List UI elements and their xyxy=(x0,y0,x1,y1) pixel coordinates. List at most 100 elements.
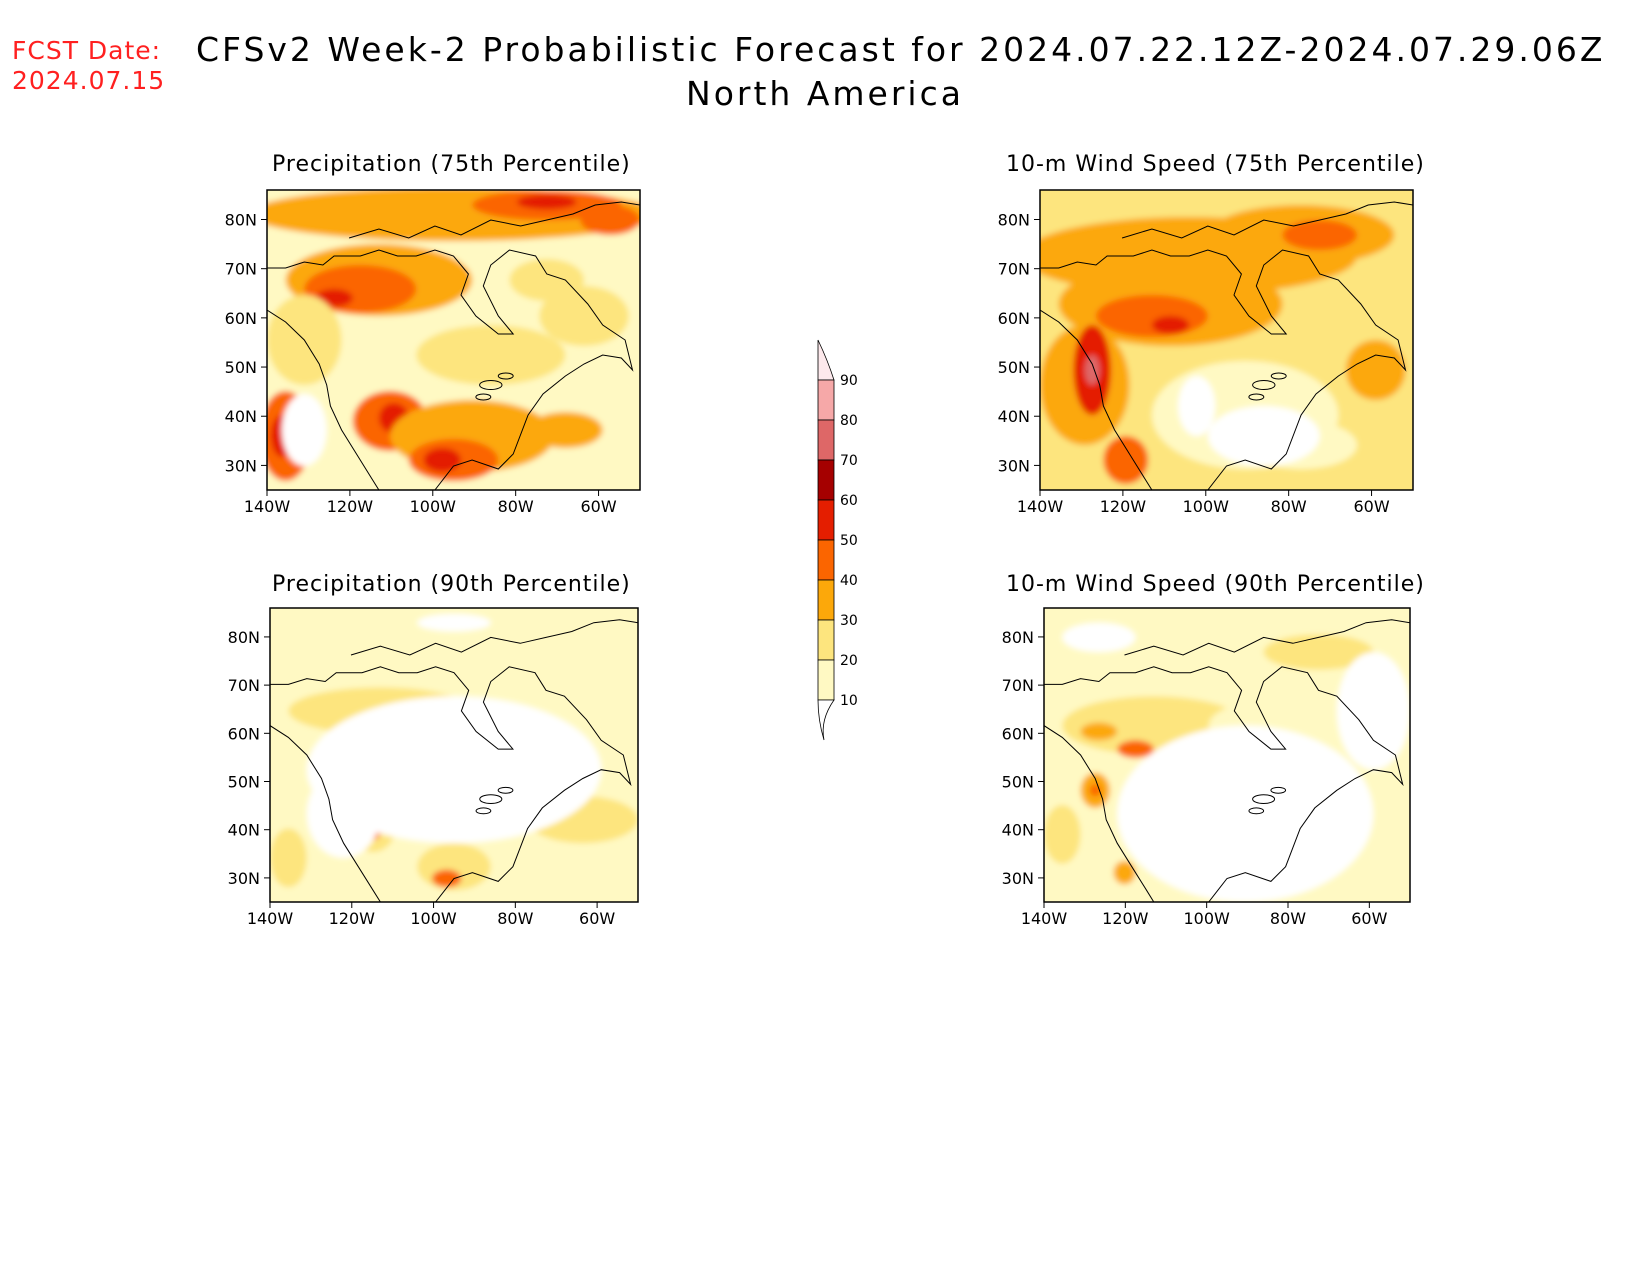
lat-tick-label: 80N xyxy=(998,211,1030,230)
lat-tick-label: 60N xyxy=(228,724,260,743)
lat-tick-label: 30N xyxy=(225,456,257,475)
forecast-date-label: FCST Date: xyxy=(12,36,162,65)
colorbar-label: 30 xyxy=(840,613,858,629)
panel-title-precip-75: Precipitation (75th Percentile) xyxy=(272,152,631,177)
lat-tick-label: 50N xyxy=(998,358,1030,377)
probability-contour xyxy=(431,869,462,888)
lat-tick-label: 80N xyxy=(225,211,257,230)
colorbar-segment xyxy=(817,619,835,661)
colorbar-label: 60 xyxy=(840,493,858,509)
coastline xyxy=(1044,725,1155,902)
lat-tick-label: 70N xyxy=(1002,676,1034,695)
probability-contour xyxy=(509,259,585,301)
probability-contour xyxy=(1282,220,1358,250)
lon-tick-label: 60W xyxy=(1351,909,1387,928)
lon-tick-label: 120W xyxy=(1100,497,1147,516)
probability-field xyxy=(1044,608,1410,902)
coastline xyxy=(1040,309,1153,490)
probability-contour xyxy=(1095,295,1208,337)
colorbar-segment xyxy=(817,339,835,381)
lat-tick-label: 40N xyxy=(225,407,257,426)
region-title: North America xyxy=(686,74,964,113)
colorbar-segment xyxy=(817,379,835,421)
probability-contour xyxy=(580,205,640,235)
lat-tick-label: 30N xyxy=(1002,869,1034,888)
lon-tick-label: 60W xyxy=(1353,497,1389,516)
lat-tick-label: 50N xyxy=(1002,773,1034,792)
map-panel-3: 80N 70N 60N 50N 40N 30N 140W 120W 100W 80W 60W xyxy=(228,607,639,928)
lake-outline xyxy=(475,807,492,815)
lat-tick-label: 30N xyxy=(228,869,260,888)
colorbar-label: 50 xyxy=(840,533,858,549)
lon-tick-label: 80W xyxy=(1271,497,1307,516)
probability-contour xyxy=(423,448,461,472)
lake-outline xyxy=(1248,393,1265,401)
lon-tick-label: 120W xyxy=(329,909,376,928)
colorbar-label: 80 xyxy=(840,413,858,429)
map-frame xyxy=(1043,607,1411,903)
lon-tick-label: 60W xyxy=(580,497,616,516)
colorbar-label: 10 xyxy=(840,693,858,709)
colorbar-segment xyxy=(817,659,835,701)
lat-tick-label: 60N xyxy=(225,309,257,328)
colorbar-segment xyxy=(817,539,835,581)
coastline xyxy=(270,666,632,902)
lon-tick-label: 80W xyxy=(1270,909,1306,928)
coastline xyxy=(267,249,634,490)
lat-tick-label: 30N xyxy=(998,456,1030,475)
lake-outline xyxy=(1248,807,1265,815)
coastline xyxy=(267,309,380,490)
probability-field xyxy=(270,608,638,902)
probability-contour xyxy=(1113,860,1136,885)
coastline xyxy=(348,201,640,239)
probability-contour xyxy=(528,412,603,448)
lon-tick-label: 80W xyxy=(498,497,534,516)
lake-outline xyxy=(479,794,503,805)
lon-tick-label: 100W xyxy=(410,497,457,516)
map-panel-4: 80N 70N 60N 50N 40N 30N 140W 120W 100W 80W 60W xyxy=(1002,607,1411,928)
lake-outline xyxy=(1270,372,1287,380)
probability-contour xyxy=(416,325,566,385)
probability-contour xyxy=(539,286,629,346)
lake-outline xyxy=(479,380,503,390)
lat-tick-label: 70N xyxy=(228,676,260,695)
coastline xyxy=(1044,666,1404,902)
probability-field xyxy=(267,190,640,490)
coastline xyxy=(270,725,381,902)
lake-outline xyxy=(1270,786,1287,794)
lat-tick-label: 60N xyxy=(1002,724,1034,743)
coastline xyxy=(1121,201,1413,239)
lon-tick-label: 140W xyxy=(1017,497,1064,516)
lat-tick-label: 70N xyxy=(225,260,257,279)
lake-outline xyxy=(497,786,514,794)
lake-outline xyxy=(497,372,514,380)
panel-title-wind-90: 10-m Wind Speed (90th Percentile) xyxy=(1006,572,1425,597)
lat-tick-label: 70N xyxy=(998,260,1030,279)
colorbar-segment xyxy=(817,499,835,541)
probability-contour xyxy=(1151,316,1190,334)
colorbar-label: 40 xyxy=(840,573,858,589)
lon-tick-label: 140W xyxy=(244,497,291,516)
colorbar-label: 90 xyxy=(840,373,858,389)
lat-tick-label: 50N xyxy=(228,773,260,792)
panel-title-precip-90: Precipitation (90th Percentile) xyxy=(272,572,631,597)
map-panel-2: 80N 70N 60N 50N 40N 30N 140W 120W 100W 80W 60W xyxy=(998,189,1414,516)
panel-title-wind-75: 10-m Wind Speed (75th Percentile) xyxy=(1006,152,1425,177)
lat-tick-label: 40N xyxy=(228,821,260,840)
lake-outline xyxy=(475,393,492,401)
lon-tick-label: 140W xyxy=(247,909,294,928)
probability-contour xyxy=(1080,722,1118,741)
lat-tick-label: 50N xyxy=(225,358,257,377)
probability-contour xyxy=(1345,340,1406,400)
probability-contour xyxy=(516,194,577,210)
colorbar: 10 20 30 40 50 60 70 80 90 xyxy=(817,339,858,741)
page-title: CFSv2 Week-2 Probabilistic Forecast for … xyxy=(196,30,1606,69)
lat-tick-label: 40N xyxy=(1002,821,1034,840)
lat-tick-label: 80N xyxy=(228,628,260,647)
probability-contour xyxy=(1117,740,1154,758)
probability-field xyxy=(1040,190,1413,490)
probability-contour xyxy=(270,613,602,661)
coastline xyxy=(350,619,638,656)
lon-tick-label: 100W xyxy=(1183,909,1230,928)
